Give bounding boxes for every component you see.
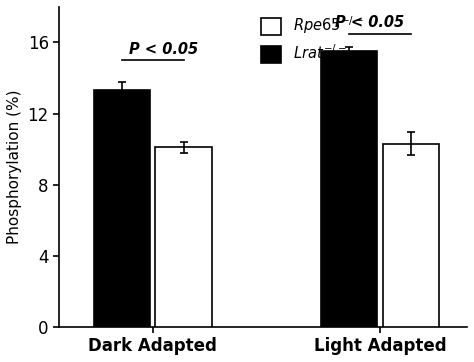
Y-axis label: Phosphorylation (%): Phosphorylation (%) — [7, 89, 22, 244]
Text: P < 0.05: P < 0.05 — [129, 42, 198, 57]
Bar — [321, 51, 377, 327]
Bar — [383, 144, 439, 327]
Bar — [94, 90, 150, 327]
Bar — [155, 147, 211, 327]
Text: P < 0.05: P < 0.05 — [335, 15, 404, 30]
Legend: $\it{Rpe65}^{-/-}$, $\it{Lrat}^{-/-}$: $\it{Rpe65}^{-/-}$, $\it{Lrat}^{-/-}$ — [261, 14, 364, 63]
